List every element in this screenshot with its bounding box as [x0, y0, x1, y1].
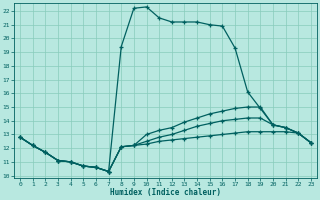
- X-axis label: Humidex (Indice chaleur): Humidex (Indice chaleur): [110, 188, 221, 197]
